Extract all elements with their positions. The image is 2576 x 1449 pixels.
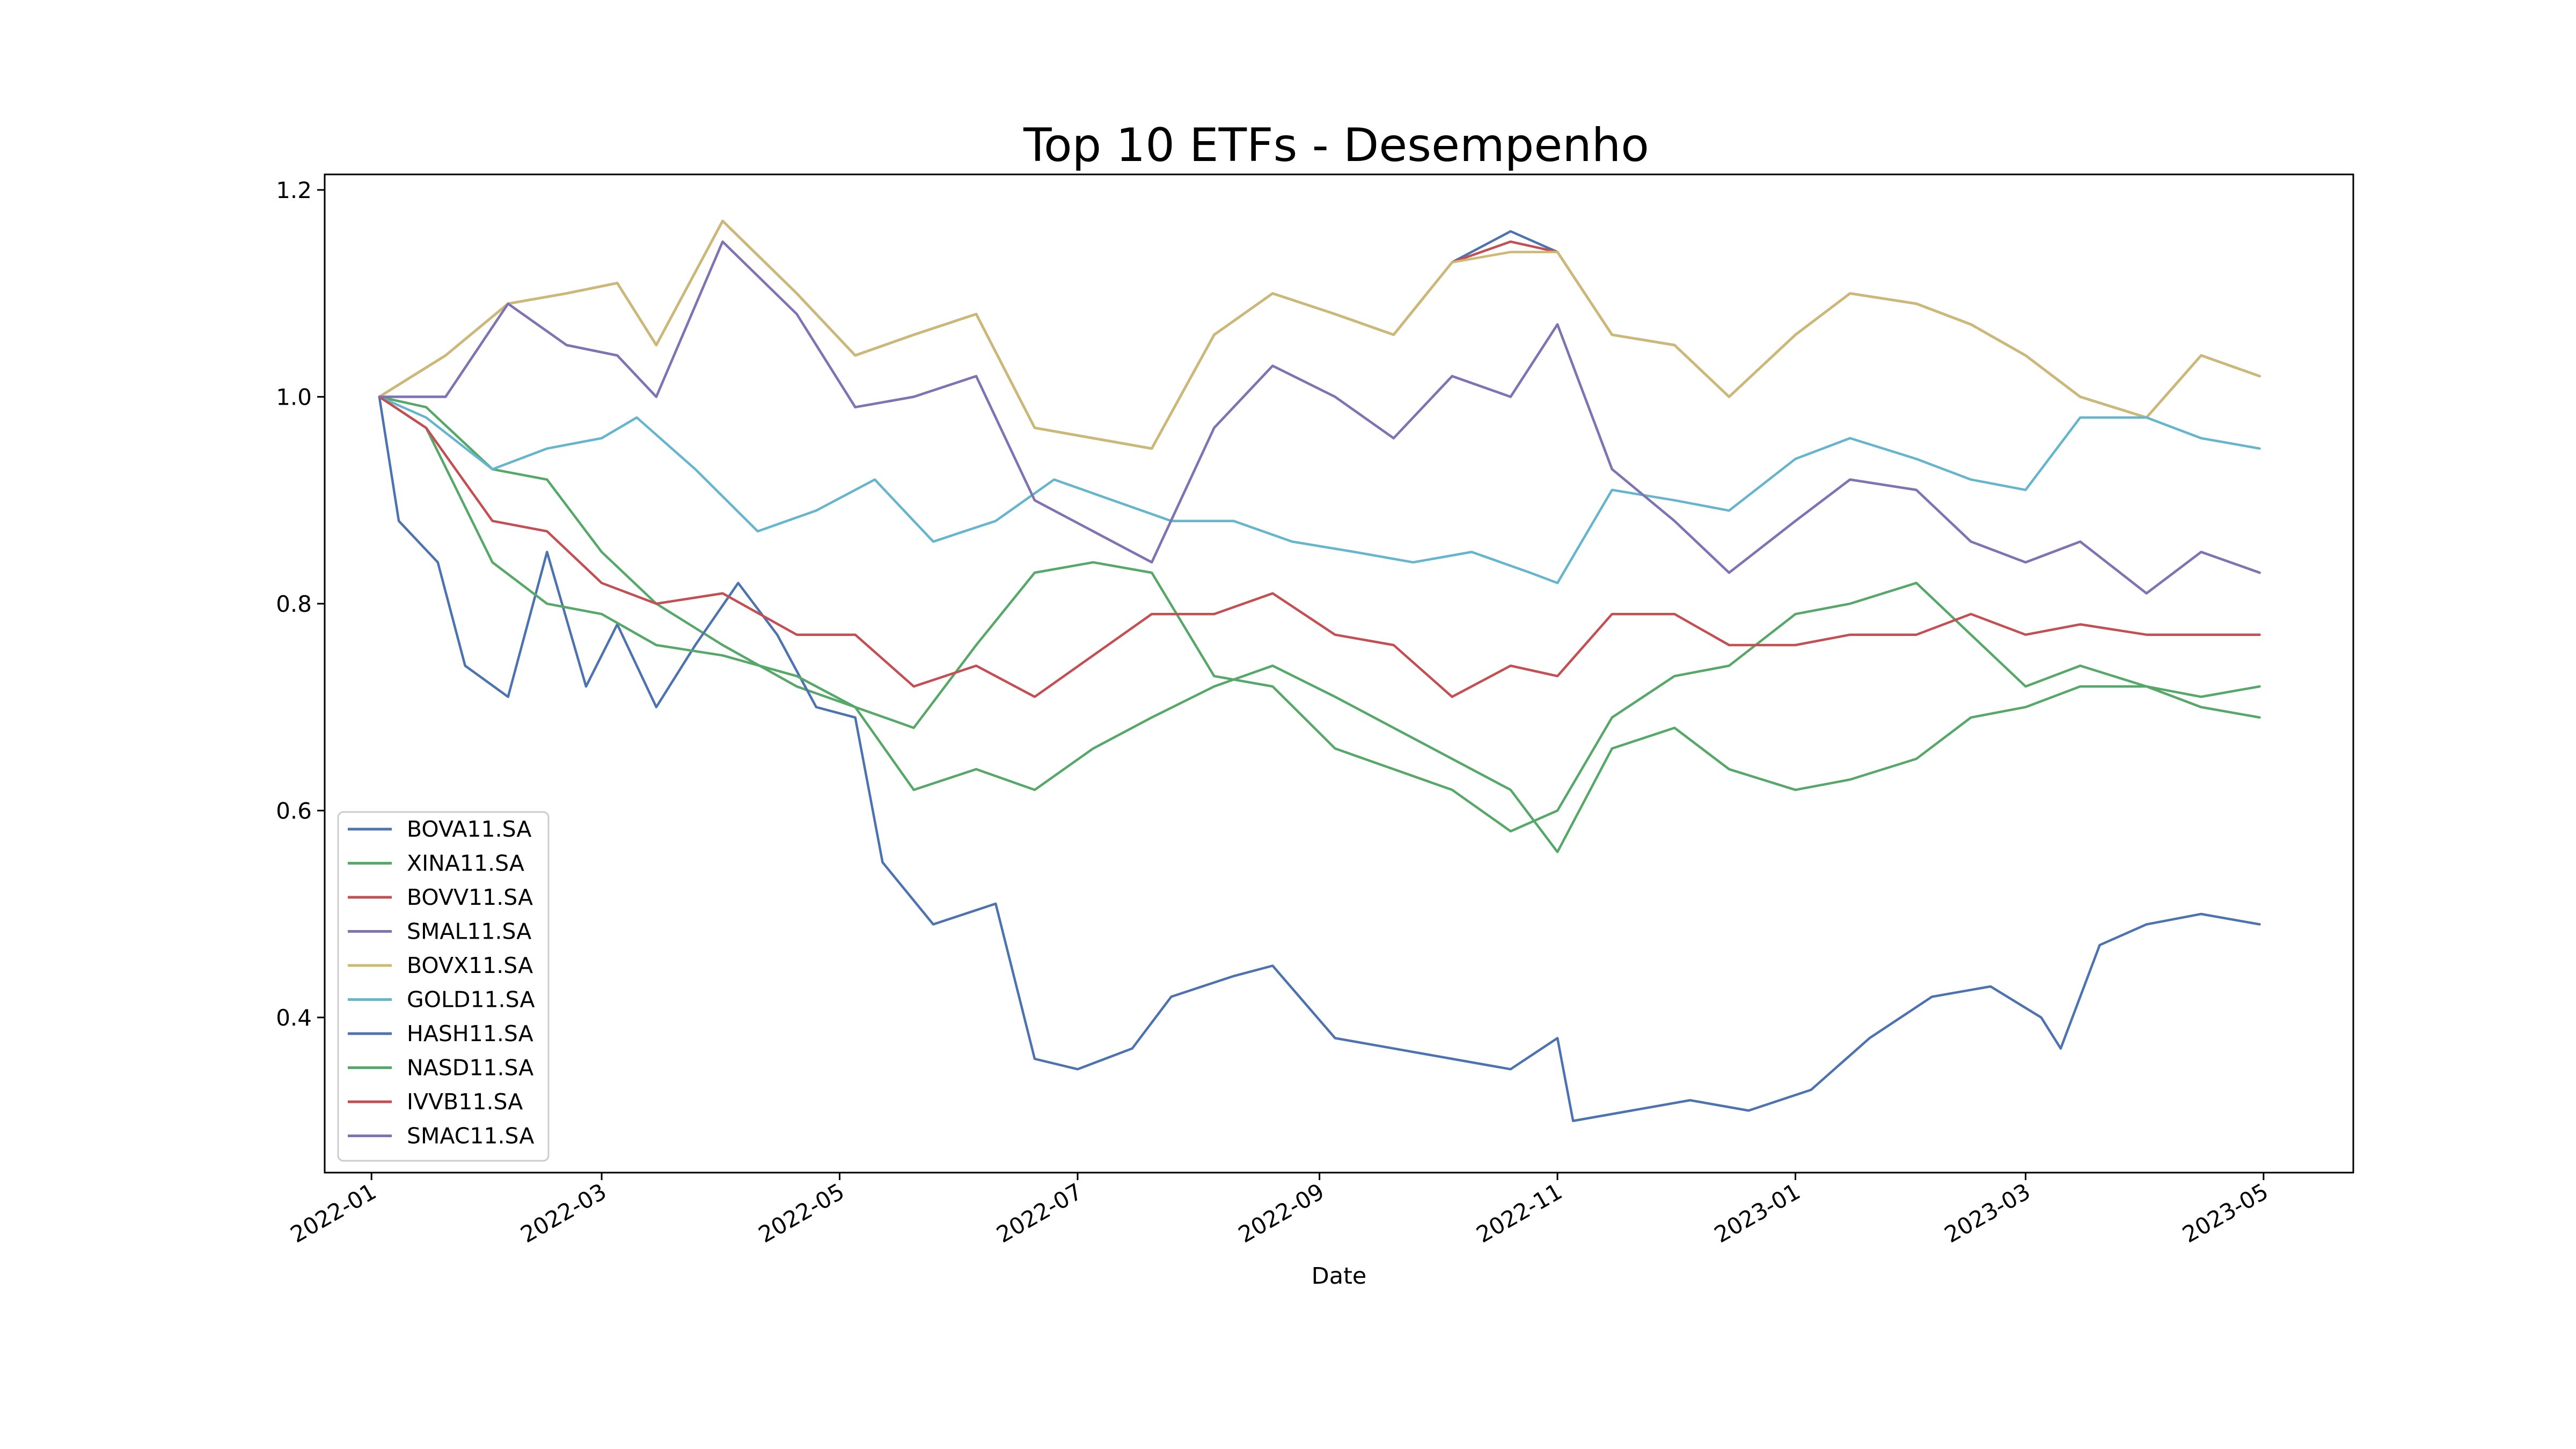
series-line-gold11-sa xyxy=(378,396,2261,584)
series-line-bovx11-sa xyxy=(378,219,2261,450)
series-line-nasd11-sa xyxy=(378,396,2261,833)
y-tick-label: 0.8 xyxy=(276,591,312,617)
legend-frame xyxy=(337,811,550,1162)
legend-label: BOVV11.SA xyxy=(407,884,533,910)
legend-label: SMAL11.SA xyxy=(407,919,531,945)
y-tick-label: 0.6 xyxy=(276,797,312,824)
y-tick-label: 1.0 xyxy=(276,384,312,410)
plot-area-frame xyxy=(324,173,2354,1174)
y-tick-label: 1.2 xyxy=(276,177,312,203)
x-axis-label: Date xyxy=(1312,1263,1367,1290)
y-tick-label: 0.4 xyxy=(276,1005,312,1031)
legend-label: GOLD11.SA xyxy=(407,987,535,1013)
series-line-smac11-sa xyxy=(378,240,2261,595)
legend: BOVA11.SA XINA11.SA BOVV11.SA SMAL11.SA BOVX… xyxy=(337,811,550,1162)
legend-label: BOVX11.SA xyxy=(407,953,533,978)
series-layer xyxy=(378,219,2261,1122)
series-line-ivvb11-sa xyxy=(378,396,2261,698)
y-axis: 0.4 0.6 0.8 1.0 1.2 xyxy=(276,177,325,1031)
chart-title: Top 10 ETFs - Desempenho xyxy=(1023,119,1649,172)
legend-label: NASD11.SA xyxy=(407,1055,533,1081)
legend-label: XINA11.SA xyxy=(407,851,524,876)
legend-label: BOVA11.SA xyxy=(407,816,531,842)
series-line-hash11-sa xyxy=(378,396,2261,1122)
series-line-xina11-sa xyxy=(378,396,2261,853)
legend-label: SMAC11.SA xyxy=(407,1123,534,1149)
legend-label: HASH11.SA xyxy=(407,1021,533,1046)
legend-label: IVVB11.SA xyxy=(407,1089,523,1115)
